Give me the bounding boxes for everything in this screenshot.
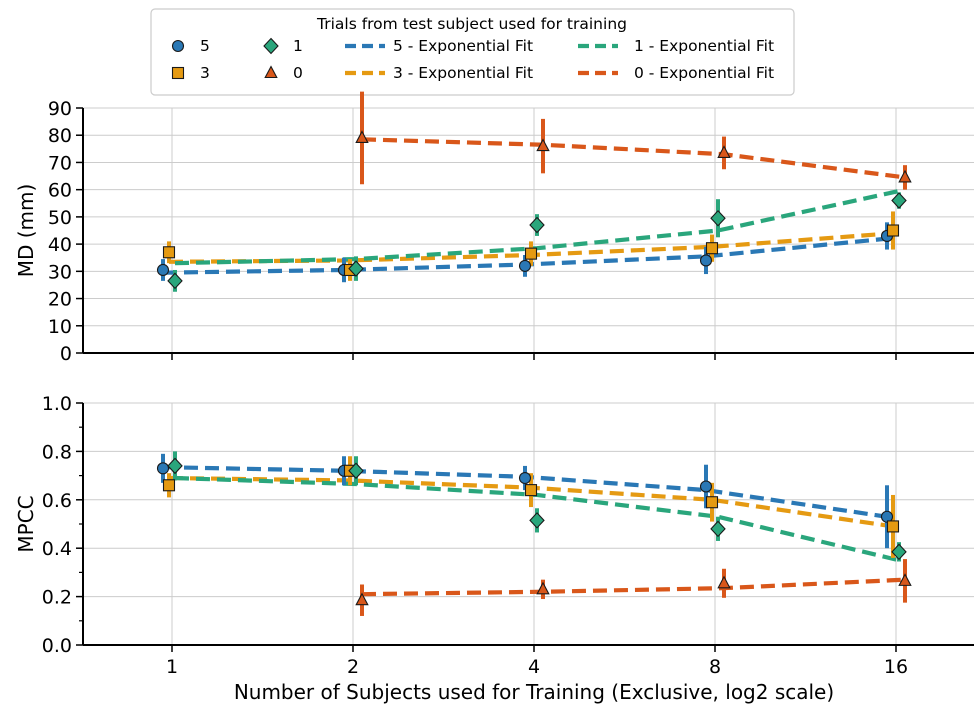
- y-tick-label: 60: [48, 180, 72, 202]
- y-tick-label: 70: [48, 152, 72, 174]
- x-tick-label: 16: [884, 656, 908, 678]
- data-point-s0: [355, 592, 369, 606]
- legend-label-s5: 5: [200, 37, 210, 55]
- legend-fit-label-s0: 0 - Exponential Fit: [634, 64, 774, 82]
- data-point-s1: [348, 462, 364, 480]
- data-point-s5: [518, 259, 532, 272]
- data-point-s1: [529, 216, 545, 234]
- x-tick-label: 4: [528, 656, 540, 678]
- legend-title: Trials from test subject used for traini…: [316, 15, 627, 33]
- legend-fit-label-s5: 5 - Exponential Fit: [393, 37, 533, 55]
- md-panel: 0 10 20 30 40 50 60 70 80 90 MD (mm): [14, 91, 974, 365]
- data-point-s5: [518, 471, 532, 485]
- fit-line-s0: [361, 137, 906, 180]
- y-tick-label: 20: [48, 289, 72, 311]
- legend-marker-s1: [263, 37, 279, 55]
- data-point-s0: [717, 145, 731, 158]
- data-point-s1: [529, 512, 545, 529]
- data-point-s1: [348, 260, 364, 277]
- data-point-s3: [705, 242, 719, 255]
- legend: Trials from test subject used for traini…: [150, 8, 795, 96]
- data-point-s1: [710, 520, 726, 538]
- data-point-s0: [898, 573, 912, 586]
- legend-label-s3: 3: [200, 64, 210, 82]
- data-point-s1: [891, 192, 907, 209]
- data-point-s3: [524, 247, 538, 260]
- y-axis-label: MPCC: [14, 495, 38, 552]
- data-point-s0: [898, 169, 912, 183]
- y-tick-label: 1.0: [42, 393, 72, 415]
- fit-line-s0: [361, 577, 906, 597]
- y-tick-label: 50: [48, 207, 72, 229]
- y-tick-label: 0.4: [42, 538, 72, 560]
- x-axis-label: Number of Subjects used for Training (Ex…: [234, 680, 834, 704]
- data-point-s1: [710, 209, 726, 227]
- y-tick-label: 80: [48, 125, 72, 147]
- legend-marker-s5: [171, 39, 185, 53]
- x-tick-label: 1: [166, 656, 178, 678]
- legend-label-s1: 1: [293, 37, 303, 55]
- x-tick-label: 2: [347, 656, 359, 678]
- data-point-s3: [886, 224, 900, 237]
- y-tick-label: 90: [48, 98, 72, 120]
- mpcc-panel: 0.0 0.2 0.4 0.6 0.8 1.0 1 2 4 8 16 MPCC: [14, 393, 974, 678]
- data-point-s0: [536, 138, 550, 152]
- x-tick-label: 8: [709, 656, 721, 678]
- legend-marker-s3: [171, 66, 185, 80]
- data-point-s0: [536, 581, 550, 595]
- legend-fit-label-s3: 3 - Exponential Fit: [393, 64, 533, 82]
- y-tick-label: 40: [48, 234, 72, 256]
- data-point-s5: [156, 263, 170, 277]
- y-tick-label: 0.0: [42, 635, 72, 657]
- data-point-s5: [699, 254, 713, 267]
- y-tick-label: 0: [60, 343, 72, 365]
- data-point-s5: [699, 480, 713, 493]
- y-tick-label: 0.8: [42, 441, 72, 463]
- y-tick-label: 30: [48, 261, 72, 283]
- legend-marker-s0: [264, 65, 278, 79]
- y-tick-label: 0.2: [42, 587, 72, 609]
- data-point-s3: [162, 479, 176, 492]
- legend-box: [150, 8, 795, 96]
- data-point-s0: [355, 130, 369, 143]
- legend-label-s0: 0: [293, 64, 303, 82]
- data-point-s1: [167, 272, 183, 290]
- data-point-s3: [886, 520, 900, 533]
- y-axis-label: MD (mm): [14, 184, 38, 278]
- legend-fit-label-s1: 1 - Exponential Fit: [634, 37, 774, 55]
- data-point-s3: [524, 484, 538, 497]
- data-point-s1: [167, 457, 183, 475]
- y-tick-label: 10: [48, 316, 72, 338]
- data-point-s1: [891, 543, 907, 561]
- data-point-s5: [156, 462, 170, 475]
- data-point-s3: [705, 496, 719, 509]
- data-point-s3: [162, 246, 176, 259]
- data-point-s0: [717, 575, 731, 589]
- y-tick-label: 0.6: [42, 490, 72, 512]
